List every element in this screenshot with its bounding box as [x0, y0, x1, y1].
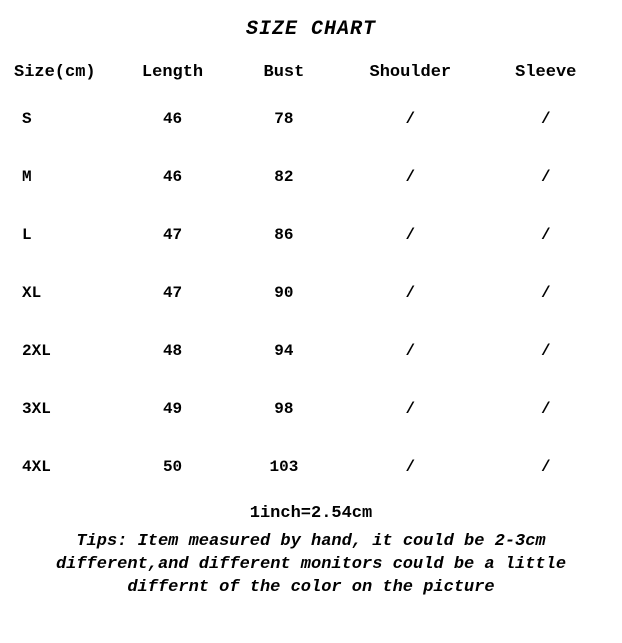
cell-sleeve: / — [480, 458, 612, 476]
cell-length: 47 — [118, 226, 226, 244]
header-size: Size(cm) — [10, 63, 118, 82]
cell-length: 46 — [118, 110, 226, 128]
cell-sleeve: / — [480, 110, 612, 128]
cell-size: L — [10, 226, 118, 244]
cell-length: 49 — [118, 400, 226, 418]
chart-title: SIZE CHART — [10, 18, 612, 41]
cell-size: 2XL — [10, 342, 118, 360]
table-row: 4XL 50 103 / / — [10, 458, 612, 476]
cell-bust: 82 — [227, 168, 341, 186]
cell-size: S — [10, 110, 118, 128]
cell-size: M — [10, 168, 118, 186]
cell-bust: 103 — [227, 458, 341, 476]
cell-length: 47 — [118, 284, 226, 302]
cell-size: XL — [10, 284, 118, 302]
size-table: Size(cm) Length Bust Shoulder Sleeve S 4… — [10, 63, 612, 476]
cell-size: 4XL — [10, 458, 118, 476]
cell-sleeve: / — [480, 342, 612, 360]
table-row: 3XL 49 98 / / — [10, 400, 612, 418]
table-row: S 46 78 / / — [10, 110, 612, 128]
cell-sleeve: / — [480, 168, 612, 186]
cell-bust: 86 — [227, 226, 341, 244]
conversion-note: 1inch=2.54cm — [10, 504, 612, 523]
cell-sleeve: / — [480, 226, 612, 244]
cell-length: 48 — [118, 342, 226, 360]
table-row: 2XL 48 94 / / — [10, 342, 612, 360]
cell-bust: 98 — [227, 400, 341, 418]
cell-length: 50 — [118, 458, 226, 476]
cell-shoulder: / — [341, 226, 479, 244]
cell-shoulder: / — [341, 458, 479, 476]
cell-bust: 90 — [227, 284, 341, 302]
tips-text: Tips: Item measured by hand, it could be… — [10, 531, 612, 600]
cell-bust: 78 — [227, 110, 341, 128]
cell-sleeve: / — [480, 284, 612, 302]
cell-shoulder: / — [341, 168, 479, 186]
header-shoulder: Shoulder — [341, 63, 479, 82]
cell-shoulder: / — [341, 284, 479, 302]
table-row: M 46 82 / / — [10, 168, 612, 186]
table-row: L 47 86 / / — [10, 226, 612, 244]
cell-length: 46 — [118, 168, 226, 186]
header-sleeve: Sleeve — [480, 63, 612, 82]
cell-shoulder: / — [341, 400, 479, 418]
table-header-row: Size(cm) Length Bust Shoulder Sleeve — [10, 63, 612, 82]
cell-shoulder: / — [341, 110, 479, 128]
header-bust: Bust — [227, 63, 341, 82]
header-length: Length — [118, 63, 226, 82]
cell-size: 3XL — [10, 400, 118, 418]
cell-sleeve: / — [480, 400, 612, 418]
table-row: XL 47 90 / / — [10, 284, 612, 302]
cell-shoulder: / — [341, 342, 479, 360]
cell-bust: 94 — [227, 342, 341, 360]
